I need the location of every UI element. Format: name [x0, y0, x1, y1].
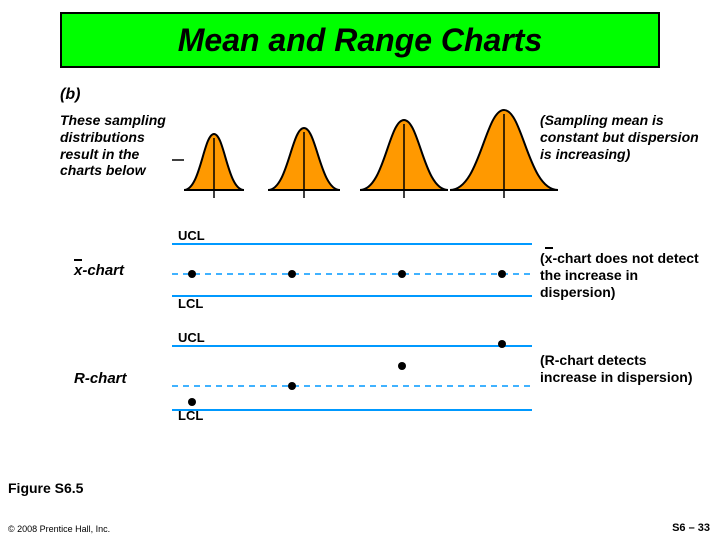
- rchart-plot: [172, 332, 532, 426]
- figure-label: Figure S6.5: [8, 480, 83, 496]
- distribution-curves: [172, 100, 572, 210]
- distributions-label: These sampling distributions result in t…: [60, 112, 180, 179]
- rchart-label: R-chart: [74, 370, 127, 387]
- copyright-text: © 2008 Prentice Hall, Inc.: [8, 524, 110, 534]
- slide-title-box: Mean and Range Charts: [60, 12, 660, 68]
- xchart-plot: [172, 230, 532, 310]
- slide-title: Mean and Range Charts: [178, 22, 543, 59]
- xchart-note: (x-chart does not detect the increase in…: [540, 250, 700, 300]
- rchart-note: (R-chart detects increase in dispersion): [540, 352, 700, 386]
- slide-number: S6 – 33: [672, 522, 710, 534]
- xchart-label: x-chart: [74, 262, 124, 279]
- subplot-label: (b): [60, 86, 80, 104]
